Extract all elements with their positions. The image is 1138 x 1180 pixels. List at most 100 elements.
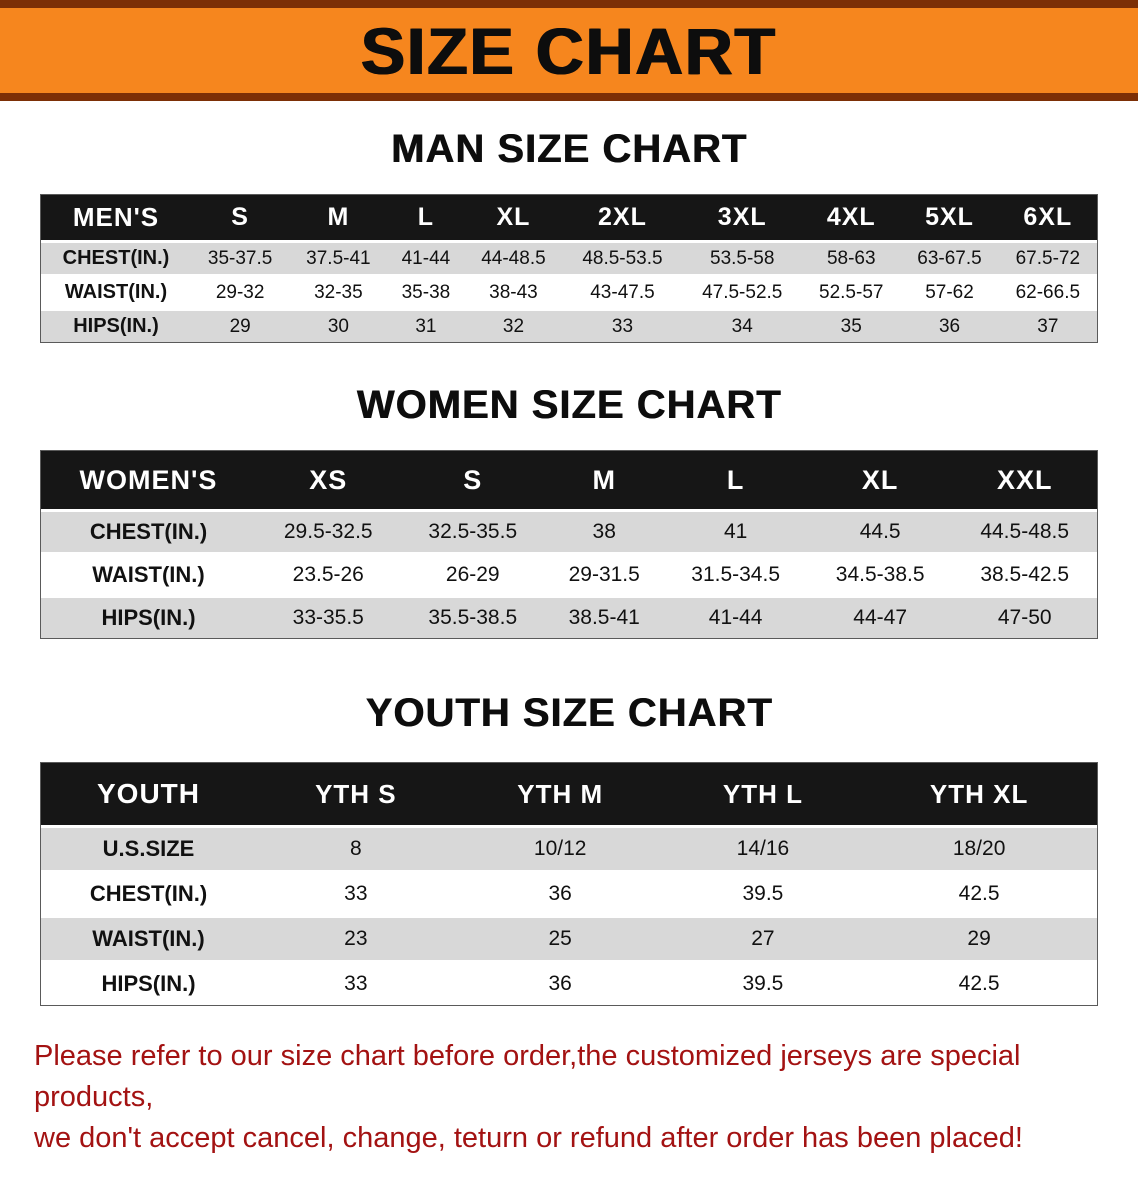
size-header-cell: L [663,451,808,509]
disclaimer-line-2: we don't accept cancel, change, teturn o… [34,1122,1023,1155]
table-row: CHEST(IN.) 33 36 39.5 42.5 [41,870,1097,915]
table-row: HIPS(IN.) 29 30 31 32 33 34 35 36 37 [41,308,1097,342]
data-cell: 10/12 [455,825,665,870]
data-cell: 38.5-41 [545,595,664,638]
data-cell: 35 [802,308,901,342]
data-cell: 37.5-41 [289,240,388,274]
women-size-section: WOMEN SIZE CHART WOMEN'S XS S M L XL XXL CHEST(… [0,383,1138,639]
data-cell: 36 [455,960,665,1005]
data-cell: 53.5-58 [682,240,803,274]
data-cell: 38 [545,509,664,552]
data-cell: 39.5 [664,960,862,1005]
size-header-cell: S [191,195,290,240]
women-size-table: WOMEN'S XS S M L XL XXL CHEST(IN.) 29.5-32.5 32.5… [40,450,1098,639]
data-cell: 35-38 [387,274,465,308]
data-cell: 35-37.5 [191,240,290,274]
women-section-heading: WOMEN SIZE CHART [356,383,782,427]
size-header-cell: XL [464,195,563,240]
size-header-cell: YTH XL [861,763,1097,825]
data-cell: 23 [256,915,456,960]
table-title-cell: YOUTH [41,763,256,825]
row-label-cell: WAIST(IN.) [41,274,191,308]
table-row: U.S.SIZE 8 10/12 14/16 18/20 [41,825,1097,870]
row-label-cell: CHEST(IN.) [41,240,191,274]
size-header-cell: XS [256,451,401,509]
header-row: YOUTH YTH S YTH M YTH L YTH XL [41,763,1097,825]
header-row: WOMEN'S XS S M L XL XXL [41,451,1097,509]
size-header-cell: 3XL [682,195,803,240]
data-cell: 33 [256,960,456,1005]
data-cell: 23.5-26 [256,552,401,595]
data-cell: 41-44 [663,595,808,638]
data-cell: 34 [682,308,803,342]
data-cell: 18/20 [861,825,1097,870]
row-label-cell: CHEST(IN.) [41,870,256,915]
data-cell: 41 [663,509,808,552]
data-cell: 31 [387,308,465,342]
youth-size-section: YOUTH SIZE CHART YOUTH YTH S YTH M YTH L YTH… [0,691,1138,1006]
header-row: MEN'S S M L XL 2XL 3XL 4XL 5XL 6XL [41,195,1097,240]
table-row: WAIST(IN.) 29-32 32-35 35-38 38-43 43-47.5 47.… [41,274,1097,308]
data-cell: 43-47.5 [562,274,683,308]
size-header-cell: 6XL [998,195,1097,240]
men-size-section: MAN SIZE CHART MEN'S S M L XL 2XL 3XL 4XL 5XL 6XL… [0,127,1138,343]
data-cell: 25 [455,915,665,960]
data-cell: 57-62 [900,274,999,308]
size-header-cell: S [400,451,546,509]
data-cell: 33 [562,308,683,342]
data-cell: 63-67.5 [900,240,999,274]
size-header-cell: 2XL [562,195,683,240]
size-header-cell: 5XL [900,195,999,240]
men-section-heading: MAN SIZE CHART [390,127,748,171]
data-cell: 38-43 [464,274,563,308]
men-size-table: MEN'S S M L XL 2XL 3XL 4XL 5XL 6XL CHEST(IN.) 35-37… [40,194,1098,343]
data-cell: 52.5-57 [802,274,901,308]
data-cell: 42.5 [861,960,1097,1005]
size-header-cell: YTH L [664,763,862,825]
data-cell: 14/16 [664,825,862,870]
disclaimer-line-1: Please refer to our size chart before or… [34,1040,1021,1114]
data-cell: 31.5-34.5 [663,552,808,595]
row-label-cell: HIPS(IN.) [41,960,256,1005]
data-cell: 44-47 [807,595,953,638]
page-title: SIZE CHART [361,13,777,88]
data-cell: 39.5 [664,870,862,915]
table-row: HIPS(IN.) 33-35.5 35.5-38.5 38.5-41 41-44 44-… [41,595,1097,638]
data-cell: 29-31.5 [545,552,664,595]
data-cell: 33 [256,870,456,915]
data-cell: 47.5-52.5 [682,274,803,308]
table-row: WAIST(IN.) 23 25 27 29 [41,915,1097,960]
row-label-cell: WAIST(IN.) [41,552,256,595]
data-cell: 62-66.5 [998,274,1097,308]
data-cell: 26-29 [400,552,546,595]
row-label-cell: HIPS(IN.) [41,595,256,638]
data-cell: 44-48.5 [464,240,563,274]
size-header-cell: YTH S [256,763,456,825]
data-cell: 29 [861,915,1097,960]
row-label-cell: HIPS(IN.) [41,308,191,342]
size-header-cell: M [545,451,664,509]
data-cell: 34.5-38.5 [807,552,953,595]
data-cell: 44.5-48.5 [952,509,1097,552]
size-header-cell: 4XL [802,195,901,240]
table-title-cell: MEN'S [41,195,191,240]
size-chart-banner: SIZE CHART [0,0,1138,101]
table-row: WAIST(IN.) 23.5-26 26-29 29-31.5 31.5-34.5 34… [41,552,1097,595]
data-cell: 44.5 [807,509,953,552]
data-cell: 30 [289,308,388,342]
data-cell: 29.5-32.5 [256,509,401,552]
row-label-cell: U.S.SIZE [41,825,256,870]
size-chart-content: MAN SIZE CHART MEN'S S M L XL 2XL 3XL 4XL 5XL 6XL… [0,127,1138,1180]
data-cell: 48.5-53.5 [562,240,683,274]
data-cell: 36 [900,308,999,342]
youth-size-table: YOUTH YTH S YTH M YTH L YTH XL U.S.SIZE 8 10/12… [40,762,1098,1006]
youth-section-heading: YOUTH SIZE CHART [365,691,773,735]
data-cell: 32-35 [289,274,388,308]
data-cell: 67.5-72 [998,240,1097,274]
row-label-cell: WAIST(IN.) [41,915,256,960]
data-cell: 38.5-42.5 [952,552,1097,595]
size-header-cell: L [387,195,465,240]
table-row: HIPS(IN.) 33 36 39.5 42.5 [41,960,1097,1005]
data-cell: 29 [191,308,290,342]
data-cell: 47-50 [952,595,1097,638]
